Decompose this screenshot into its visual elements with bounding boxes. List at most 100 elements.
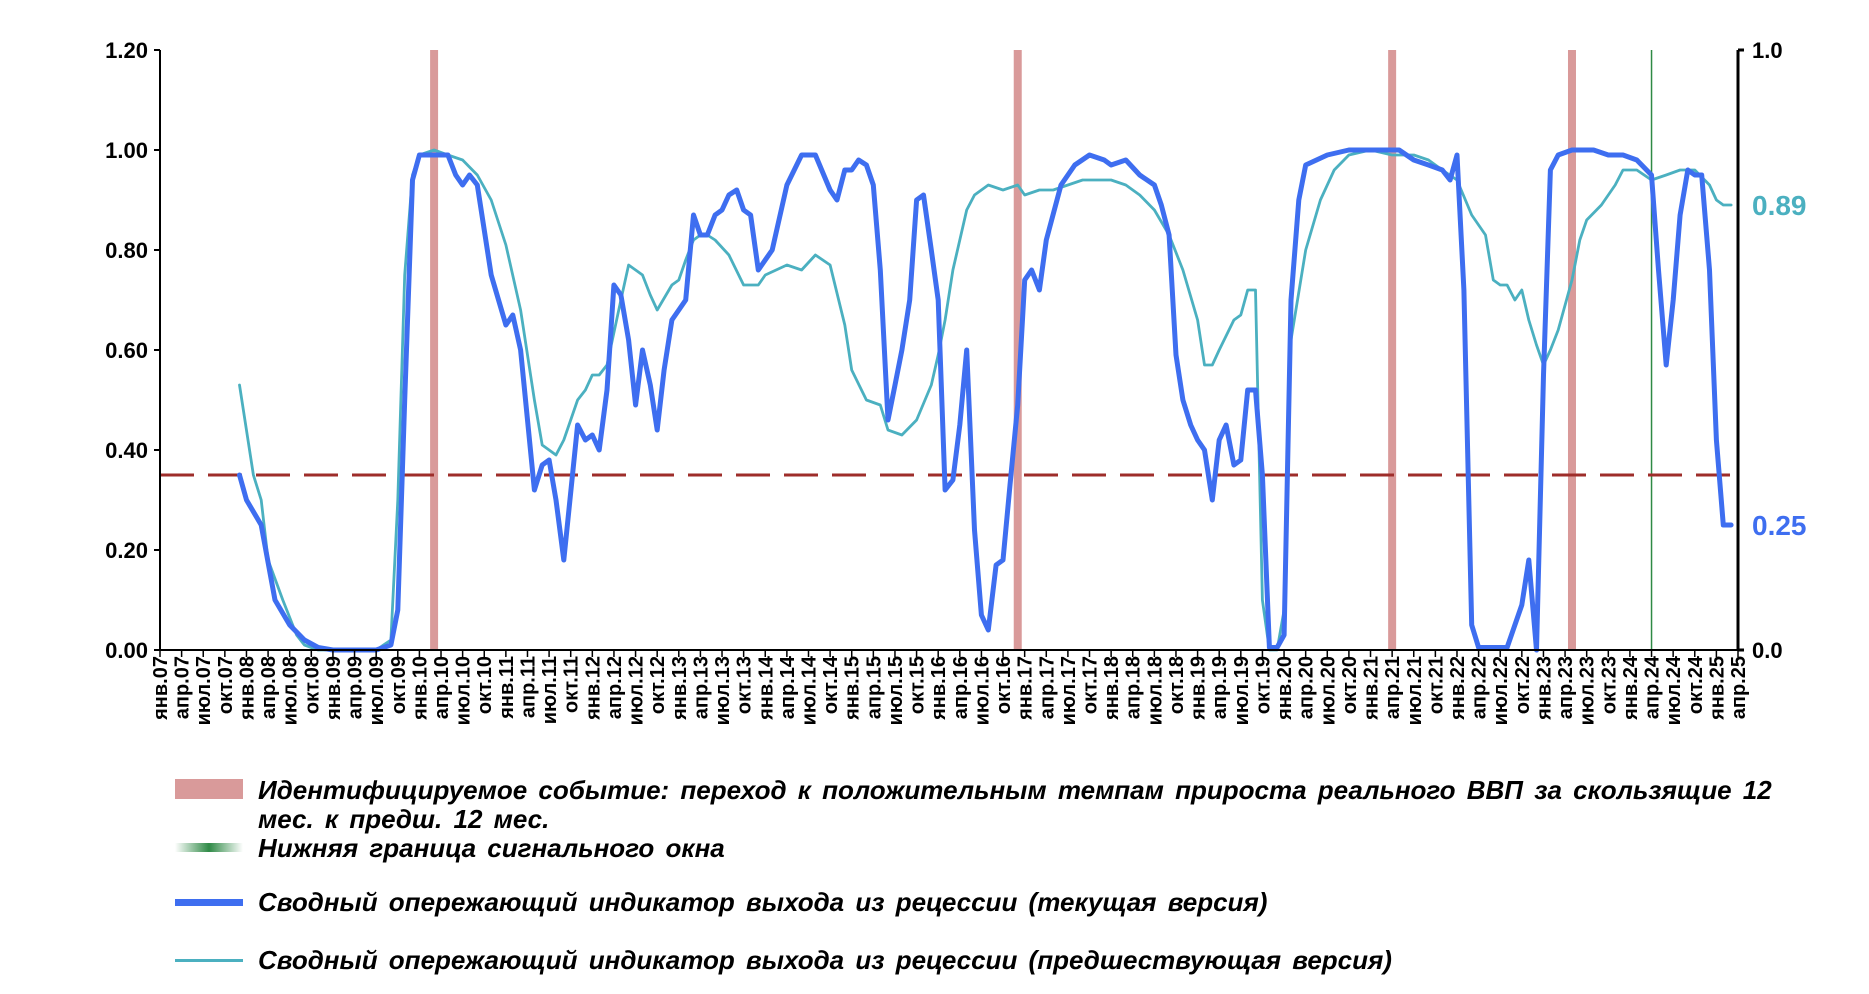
x-tick-label: янв.21 bbox=[1361, 656, 1383, 721]
x-tick-label: апр.20 bbox=[1296, 656, 1318, 719]
event-bar-4 bbox=[1567, 50, 1576, 650]
x-tick-label: июл.19 bbox=[1231, 656, 1253, 725]
end-labels: 0.89 0.25 bbox=[1752, 190, 1807, 541]
x-tick-label: апр.19 bbox=[1209, 656, 1231, 719]
x-tick-label: окт.15 bbox=[907, 656, 929, 714]
x-tick-label: окт.22 bbox=[1512, 656, 1534, 714]
legend-swatch-previous bbox=[175, 959, 243, 962]
end-label-current: 0.25 bbox=[1752, 510, 1807, 541]
legend-item-previous: Сводный опережающий индикатор выхода из … bbox=[175, 946, 1818, 975]
x-tick-label: янв.22 bbox=[1447, 656, 1469, 721]
x-tick-label: апр.10 bbox=[431, 656, 453, 719]
axes bbox=[159, 50, 1740, 651]
x-tick-label: апр.15 bbox=[863, 656, 885, 719]
y-left-tick-label: 1.20 bbox=[105, 38, 148, 63]
x-tick-label: янв.20 bbox=[1274, 656, 1296, 721]
x-axis-ticks: янв.07 апр.07 июл.07 окт.07 янв.08 апр.08 июл.… bbox=[150, 650, 1750, 725]
x-tick-label: апр.07 bbox=[172, 656, 194, 719]
x-tick-label: апр.16 bbox=[950, 656, 972, 719]
series-line-previous bbox=[238, 148, 1733, 652]
series-lines bbox=[237, 147, 1734, 653]
x-tick-label: янв.25 bbox=[1706, 656, 1728, 721]
x-tick-label: июл.22 bbox=[1490, 656, 1512, 725]
x-tick-label: июл.07 bbox=[193, 656, 215, 725]
x-tick-label: окт.17 bbox=[1080, 656, 1102, 714]
x-tick-label: янв.18 bbox=[1101, 656, 1123, 721]
x-tick-label: окт.23 bbox=[1598, 656, 1620, 714]
x-tick-label: окт.19 bbox=[1252, 656, 1274, 714]
y-left-tick-label: 0.00 bbox=[105, 638, 148, 663]
x-tick-label: янв.19 bbox=[1188, 656, 1210, 721]
event-bar-1 bbox=[430, 50, 439, 650]
x-tick-label: янв.15 bbox=[842, 656, 864, 721]
x-tick-label: окт.20 bbox=[1339, 656, 1361, 714]
x-tick-label: янв.07 bbox=[150, 656, 172, 721]
x-tick-label: окт.13 bbox=[734, 656, 756, 714]
x-tick-label: июл.09 bbox=[366, 656, 388, 725]
x-tick-label: июл.12 bbox=[626, 656, 648, 725]
legend-label-current: Сводный опережающий индикатор выхода из … bbox=[258, 887, 1268, 917]
legend-label-event: Идентифицируемое событие: переход к поло… bbox=[258, 775, 1772, 834]
x-tick-label: апр.22 bbox=[1469, 656, 1491, 719]
y-axis-left-ticks: 0.00 0.20 0.40 0.60 0.80 1.00 1.20 bbox=[105, 38, 160, 663]
x-tick-label: июл.17 bbox=[1058, 656, 1080, 725]
x-tick-label: янв.23 bbox=[1533, 656, 1555, 721]
y-right-tick-label: 1.0 bbox=[1752, 38, 1783, 63]
x-tick-label: апр.11 bbox=[517, 656, 539, 718]
y-axis-right-ticks: 0.0 1.0 bbox=[1738, 38, 1783, 663]
x-tick-label: апр.23 bbox=[1555, 656, 1577, 719]
x-tick-label: июл.16 bbox=[971, 656, 993, 725]
x-tick-label: окт.07 bbox=[215, 656, 237, 714]
x-tick-label: июл.20 bbox=[1317, 656, 1339, 725]
x-tick-label: окт.16 bbox=[993, 656, 1015, 714]
legend-item-event: Идентифицируемое событие: переход к поло… bbox=[175, 776, 1818, 834]
x-tick-label: окт.18 bbox=[1166, 656, 1188, 714]
legend-label-previous: Сводный опережающий индикатор выхода из … bbox=[258, 945, 1392, 975]
x-tick-label: окт.11 bbox=[561, 656, 583, 713]
legend-swatch-current bbox=[175, 899, 243, 906]
x-tick-label: янв.09 bbox=[323, 656, 345, 721]
x-tick-label: апр.12 bbox=[604, 656, 626, 719]
x-tick-label: апр.09 bbox=[345, 656, 367, 719]
x-tick-label: июл.23 bbox=[1577, 656, 1599, 725]
legend-item-window: Нижняя граница сигнального окна bbox=[175, 834, 1818, 863]
y-left-tick-label: 0.40 bbox=[105, 438, 148, 463]
x-tick-label: янв.08 bbox=[236, 656, 258, 721]
event-bar-2 bbox=[1013, 50, 1022, 650]
x-tick-label: окт.09 bbox=[388, 656, 410, 714]
x-tick-label: апр.08 bbox=[258, 656, 280, 719]
x-tick-label: окт.21 bbox=[1425, 656, 1447, 714]
x-tick-label: янв.11 bbox=[496, 656, 518, 720]
x-tick-label: июл.24 bbox=[1663, 655, 1685, 725]
x-tick-label: июл.11 bbox=[539, 656, 561, 724]
event-bar-3 bbox=[1388, 50, 1397, 650]
x-tick-label: апр.14 bbox=[777, 655, 799, 719]
x-tick-label: июл.18 bbox=[1144, 656, 1166, 725]
x-tick-label: янв.10 bbox=[409, 656, 431, 721]
x-tick-label: апр.21 bbox=[1382, 656, 1404, 719]
y-left-tick-label: 0.20 bbox=[105, 538, 148, 563]
x-tick-label: апр.13 bbox=[690, 656, 712, 719]
legend-swatch-window bbox=[175, 843, 243, 852]
x-tick-label: окт.12 bbox=[647, 656, 669, 714]
x-tick-label: апр.17 bbox=[1036, 656, 1058, 719]
x-tick-label: янв.14 bbox=[755, 655, 777, 721]
x-tick-label: янв.13 bbox=[669, 656, 691, 721]
x-tick-label: янв.24 bbox=[1620, 655, 1642, 721]
legend-item-current: Сводный опережающий индикатор выхода из … bbox=[175, 888, 1818, 917]
x-tick-label: янв.17 bbox=[1015, 656, 1037, 721]
x-tick-label: апр.24 bbox=[1642, 655, 1664, 719]
x-tick-label: янв.12 bbox=[582, 656, 604, 721]
end-label-previous: 0.89 bbox=[1752, 190, 1807, 221]
x-tick-label: окт.10 bbox=[474, 656, 496, 714]
x-tick-label: июл.15 bbox=[885, 656, 907, 725]
x-tick-label: окт.08 bbox=[301, 656, 323, 714]
x-tick-label: янв.16 bbox=[928, 656, 950, 721]
legend-label-window: Нижняя граница сигнального окна bbox=[258, 833, 725, 863]
event-markers bbox=[430, 50, 1576, 650]
y-left-tick-label: 0.80 bbox=[105, 238, 148, 263]
series-line-current bbox=[237, 147, 1734, 653]
legend-swatch-event bbox=[175, 779, 243, 799]
x-tick-label: июл.10 bbox=[453, 656, 475, 725]
